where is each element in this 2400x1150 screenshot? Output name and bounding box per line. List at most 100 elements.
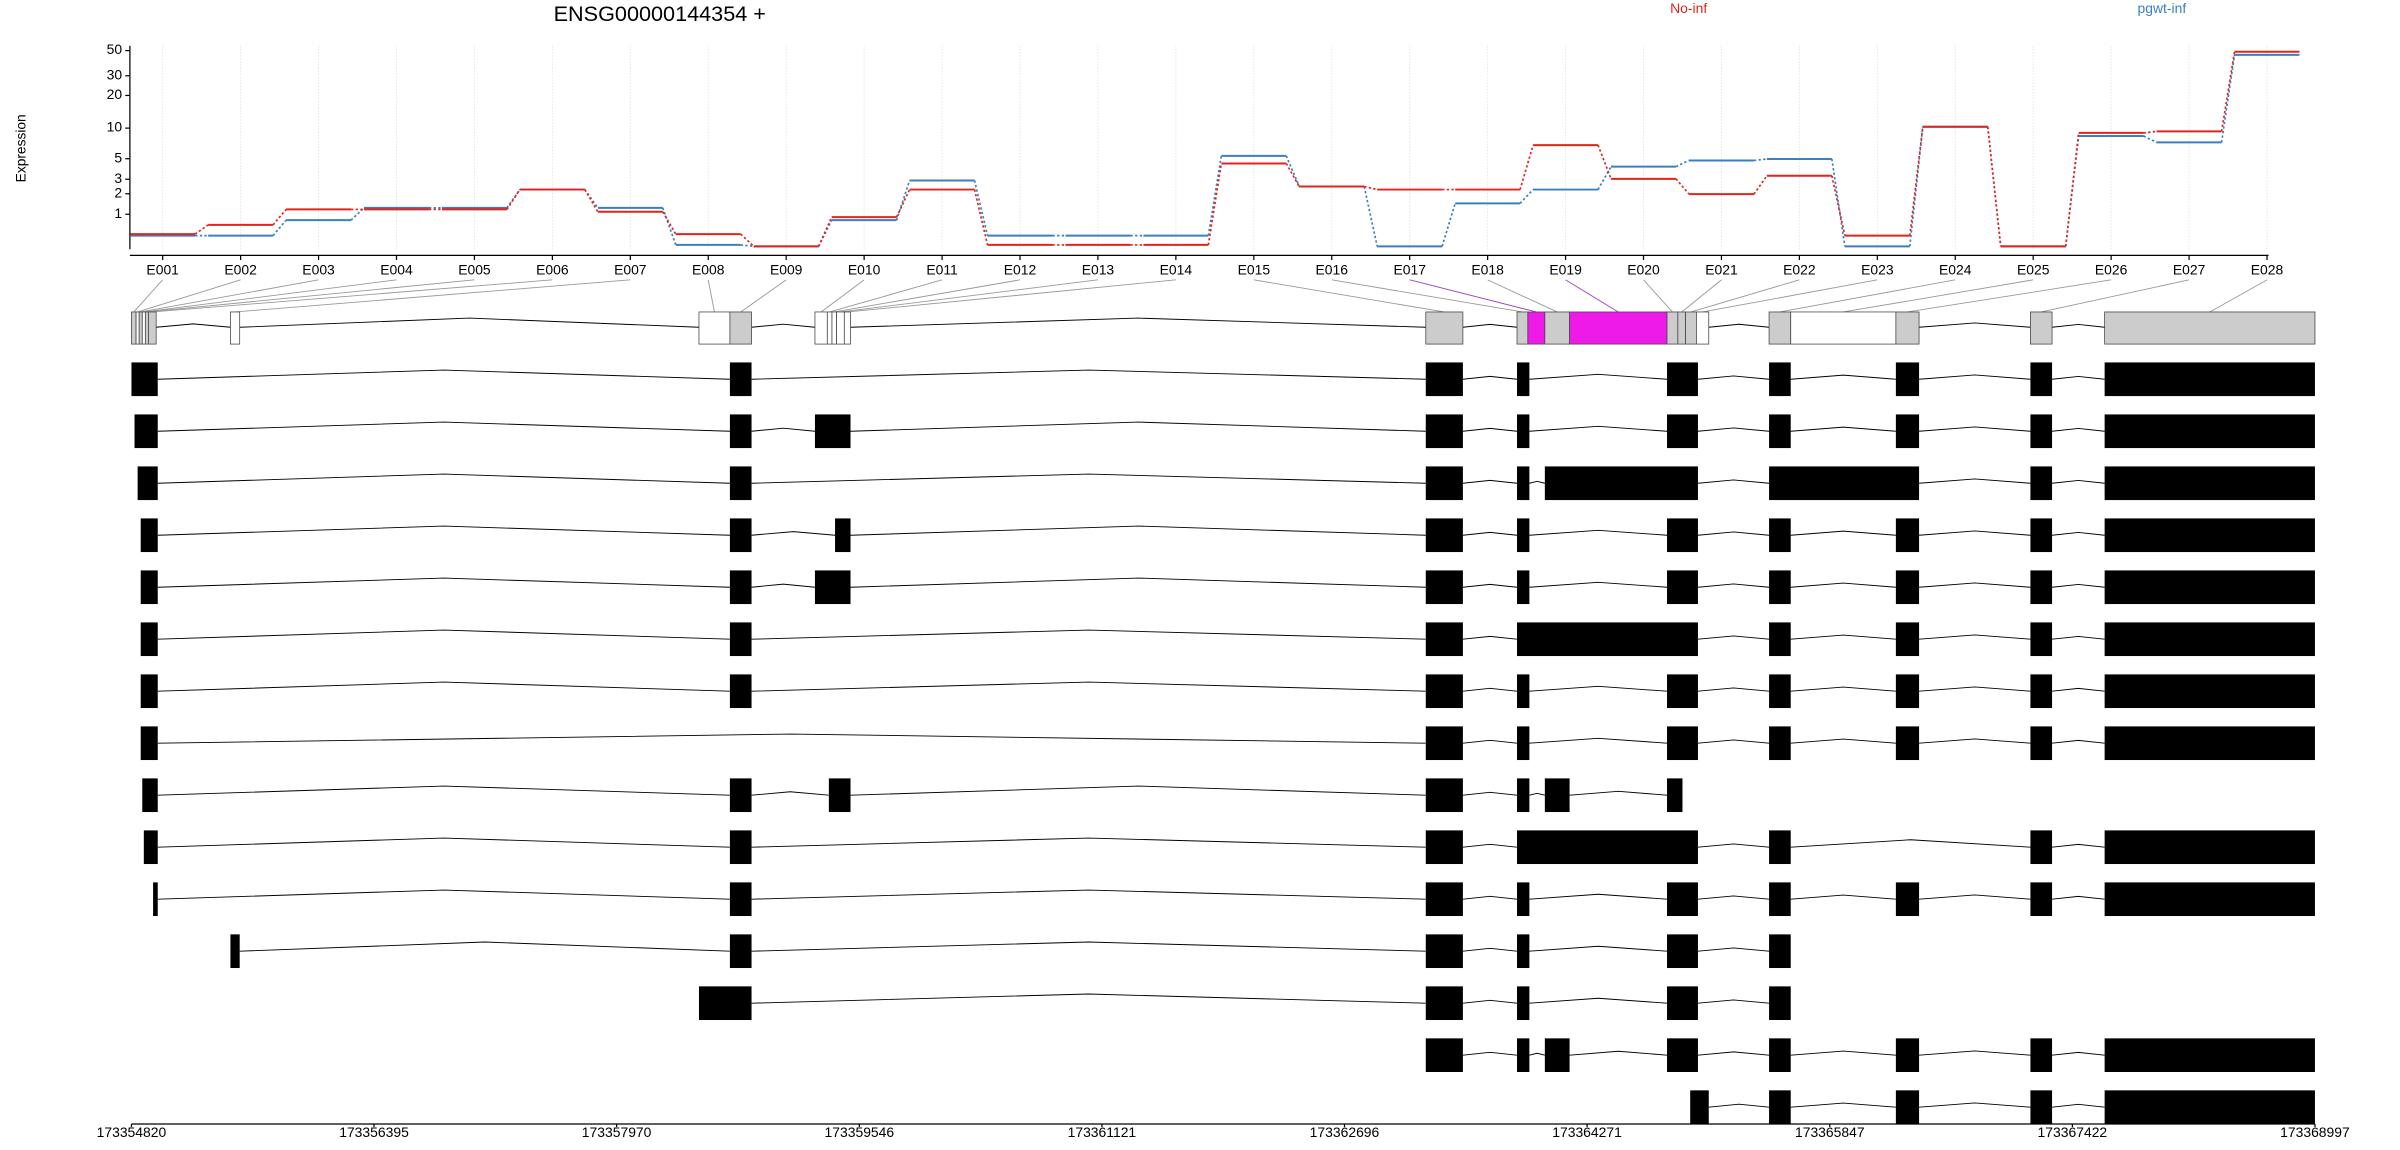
gene-exon-bin bbox=[138, 311, 143, 345]
exon-connector bbox=[707, 279, 715, 313]
transcript-exon bbox=[1895, 726, 1920, 761]
transcript-intron bbox=[1462, 583, 1518, 588]
transcript-intron bbox=[157, 733, 1426, 744]
genomic-tick-label: 173367422 bbox=[2038, 1124, 2108, 1140]
gene-intron bbox=[2052, 323, 2105, 328]
gene-exon-bin bbox=[1768, 311, 1792, 345]
transcript-exon bbox=[1517, 414, 1530, 449]
genomic-tick-label: 173356395 bbox=[339, 1124, 409, 1140]
gene-intron bbox=[850, 317, 1426, 328]
exon-connector bbox=[2041, 279, 2190, 313]
transcript-exon bbox=[153, 882, 158, 917]
transcript-exon bbox=[1895, 1038, 1920, 1073]
transcript-intron bbox=[2052, 687, 2105, 692]
y-tick-label: 10 bbox=[107, 119, 123, 135]
transcript-exon bbox=[729, 830, 752, 865]
transcript-exon bbox=[1769, 674, 1791, 709]
transcript-intron bbox=[1462, 843, 1518, 848]
transcript-intron bbox=[1462, 687, 1518, 692]
transcript-intron bbox=[751, 531, 836, 536]
transcript-intron bbox=[1790, 1050, 1896, 1056]
exon-connector bbox=[1681, 279, 1722, 313]
transcript-intron bbox=[1697, 843, 1770, 848]
gene-exon-bin bbox=[729, 311, 752, 345]
transcript-intron bbox=[1529, 792, 1545, 796]
y-tick-label: 3 bbox=[114, 170, 122, 186]
expression-connector bbox=[1753, 158, 1768, 162]
transcript-exon bbox=[1895, 570, 1920, 605]
transcript-intron bbox=[751, 681, 1426, 692]
transcript-intron bbox=[2052, 895, 2105, 900]
transcript-intron bbox=[1919, 374, 2031, 380]
transcript-intron bbox=[1569, 1050, 1668, 1056]
transcript-exon bbox=[1517, 778, 1530, 813]
transcript-exon bbox=[2104, 414, 2315, 449]
transcript-intron bbox=[2052, 1051, 2105, 1056]
transcript-exon bbox=[729, 518, 752, 553]
x-tick-label: E018 bbox=[1471, 261, 1504, 277]
transcript-intron bbox=[1790, 426, 1896, 432]
expression-connector bbox=[1364, 185, 1378, 191]
transcript-intron bbox=[1790, 1102, 1896, 1108]
transcript-intron bbox=[751, 993, 1426, 1004]
transcript-exon bbox=[729, 674, 752, 709]
transcript-intron bbox=[1462, 1051, 1518, 1056]
y-tick-label: 30 bbox=[107, 66, 123, 82]
exon-connector bbox=[2209, 279, 2268, 313]
expression-connector bbox=[740, 244, 754, 248]
transcript-exon bbox=[1667, 986, 1698, 1021]
transcript-exon bbox=[140, 674, 158, 709]
y-tick-label: 5 bbox=[114, 149, 122, 165]
transcript-intron bbox=[1790, 582, 1896, 588]
transcript-exon bbox=[1425, 674, 1463, 709]
x-tick-label: E009 bbox=[770, 261, 803, 277]
x-tick-label: E024 bbox=[1939, 261, 1972, 277]
x-tick-label: E003 bbox=[302, 261, 335, 277]
gene-exon-bin bbox=[814, 311, 828, 345]
expression-connector bbox=[895, 189, 911, 218]
transcript-intron bbox=[1697, 947, 1770, 952]
expression-connector bbox=[817, 216, 833, 247]
transcript-exon bbox=[1425, 778, 1463, 813]
transcript-intron bbox=[1697, 531, 1770, 536]
x-tick-label: E017 bbox=[1393, 261, 1425, 277]
expression-connector bbox=[1675, 178, 1690, 195]
transcript-exon bbox=[1895, 882, 1920, 917]
genomic-tick-label: 173362696 bbox=[1310, 1124, 1380, 1140]
gene-exon-bin bbox=[2104, 311, 2316, 345]
transcript-intron bbox=[1529, 685, 1668, 692]
transcript-intron bbox=[751, 837, 1426, 848]
transcript-exon bbox=[1425, 986, 1463, 1021]
x-tick-label: E008 bbox=[692, 261, 725, 277]
transcript-exon bbox=[1425, 1038, 1463, 1073]
transcript-intron bbox=[157, 421, 730, 432]
transcript-intron bbox=[2052, 375, 2105, 380]
exon-connector bbox=[1409, 279, 1537, 313]
transcript-intron bbox=[751, 583, 815, 588]
expression-connector bbox=[1908, 126, 1924, 247]
transcript-exon bbox=[2104, 882, 2315, 917]
gene-exon-bin bbox=[1527, 311, 1546, 345]
transcript-exon bbox=[1667, 1038, 1698, 1073]
legend-label: No-inf bbox=[1670, 0, 1707, 16]
transcript-exon bbox=[1895, 518, 1920, 553]
exon-connector bbox=[740, 279, 787, 313]
transcript-exon bbox=[2104, 830, 2315, 865]
transcript-exon bbox=[1769, 414, 1791, 449]
transcript-exon bbox=[1667, 570, 1698, 605]
genomic-tick-label: 173364271 bbox=[1552, 1124, 1622, 1140]
transcript-exon bbox=[1895, 362, 1920, 397]
exon-connector bbox=[137, 279, 241, 313]
transcript-intron bbox=[1462, 895, 1518, 900]
transcript-intron bbox=[157, 681, 730, 692]
x-tick-label: E019 bbox=[1549, 261, 1582, 277]
transcript-intron bbox=[1790, 839, 2031, 848]
transcript-intron bbox=[751, 791, 829, 796]
transcript-intron bbox=[1708, 1103, 1770, 1108]
transcript-intron bbox=[1697, 479, 1770, 484]
exon-connector bbox=[1253, 279, 1445, 313]
transcript-exon bbox=[230, 934, 240, 969]
genomic-tick-label: 173368997 bbox=[2280, 1124, 2350, 1140]
transcript-exon bbox=[814, 414, 851, 449]
transcript-exon bbox=[1769, 934, 1791, 969]
